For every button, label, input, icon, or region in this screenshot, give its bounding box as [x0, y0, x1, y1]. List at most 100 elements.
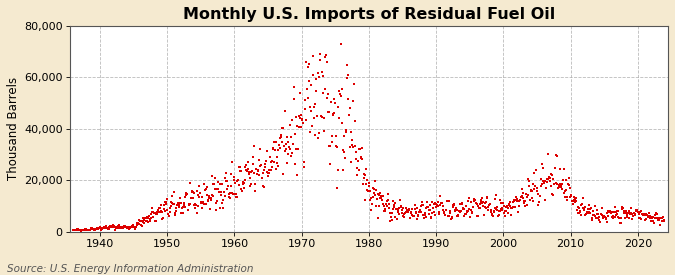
- Point: [184, 202, 194, 207]
- Point: [421, 205, 431, 210]
- Point: [301, 60, 312, 64]
- Point: [592, 212, 603, 217]
- Point: [556, 183, 566, 187]
- Point: [570, 199, 581, 204]
- Point: [576, 202, 587, 206]
- Point: [173, 201, 184, 205]
- Point: [581, 210, 592, 214]
- Point: [124, 226, 135, 230]
- Point: [362, 178, 373, 182]
- Point: [338, 168, 349, 172]
- Point: [629, 212, 640, 216]
- Point: [170, 213, 181, 217]
- Point: [586, 206, 597, 211]
- Point: [502, 204, 512, 208]
- Point: [97, 227, 108, 231]
- Point: [246, 169, 257, 173]
- Point: [151, 212, 161, 217]
- Point: [616, 216, 626, 221]
- Point: [118, 225, 129, 229]
- Point: [603, 209, 614, 213]
- Point: [543, 177, 554, 181]
- Point: [634, 212, 645, 216]
- Point: [603, 210, 614, 214]
- Point: [658, 215, 669, 220]
- Point: [212, 199, 223, 203]
- Point: [310, 89, 321, 93]
- Point: [367, 194, 378, 199]
- Point: [144, 219, 155, 224]
- Point: [418, 213, 429, 217]
- Point: [246, 182, 256, 186]
- Point: [82, 228, 92, 232]
- Point: [392, 217, 402, 222]
- Point: [132, 221, 143, 226]
- Point: [388, 203, 399, 207]
- Point: [237, 179, 248, 184]
- Point: [596, 211, 607, 216]
- Point: [230, 192, 241, 197]
- Point: [419, 213, 430, 217]
- Point: [379, 209, 389, 213]
- Point: [236, 169, 246, 174]
- Point: [163, 213, 174, 218]
- Point: [267, 164, 277, 169]
- Point: [316, 70, 327, 74]
- Point: [556, 185, 567, 189]
- Point: [89, 228, 100, 232]
- Point: [412, 214, 423, 218]
- Point: [423, 207, 434, 212]
- Point: [292, 147, 303, 151]
- Point: [269, 160, 280, 164]
- Point: [377, 194, 388, 198]
- Point: [584, 210, 595, 214]
- Point: [327, 113, 338, 117]
- Point: [213, 190, 224, 194]
- Point: [579, 205, 590, 209]
- Point: [585, 207, 595, 211]
- Point: [370, 193, 381, 197]
- Point: [386, 218, 397, 222]
- Point: [388, 199, 399, 203]
- Point: [539, 181, 549, 185]
- Point: [142, 219, 153, 223]
- Point: [620, 208, 631, 213]
- Point: [398, 206, 408, 210]
- Point: [167, 194, 178, 198]
- Point: [491, 193, 502, 198]
- Point: [426, 216, 437, 220]
- Point: [491, 205, 502, 209]
- Point: [585, 211, 596, 215]
- Point: [115, 226, 126, 230]
- Point: [314, 74, 325, 79]
- Point: [335, 92, 346, 97]
- Point: [188, 191, 199, 196]
- Point: [128, 225, 139, 229]
- Point: [319, 116, 329, 120]
- Point: [119, 224, 130, 228]
- Point: [77, 228, 88, 233]
- Point: [406, 212, 417, 217]
- Point: [200, 188, 211, 192]
- Point: [606, 210, 617, 215]
- Point: [335, 94, 346, 98]
- Point: [615, 216, 626, 220]
- Point: [74, 228, 85, 232]
- Point: [85, 227, 96, 232]
- Point: [105, 224, 115, 229]
- Point: [520, 199, 531, 204]
- Point: [198, 202, 209, 207]
- Point: [624, 209, 634, 214]
- Point: [507, 205, 518, 209]
- Point: [632, 210, 643, 214]
- Point: [520, 204, 531, 208]
- Point: [490, 207, 501, 211]
- Point: [219, 190, 230, 194]
- Point: [539, 179, 550, 183]
- Point: [157, 216, 167, 221]
- Point: [598, 216, 609, 220]
- Point: [133, 221, 144, 225]
- Point: [333, 89, 344, 94]
- Point: [551, 153, 562, 158]
- Point: [458, 206, 468, 210]
